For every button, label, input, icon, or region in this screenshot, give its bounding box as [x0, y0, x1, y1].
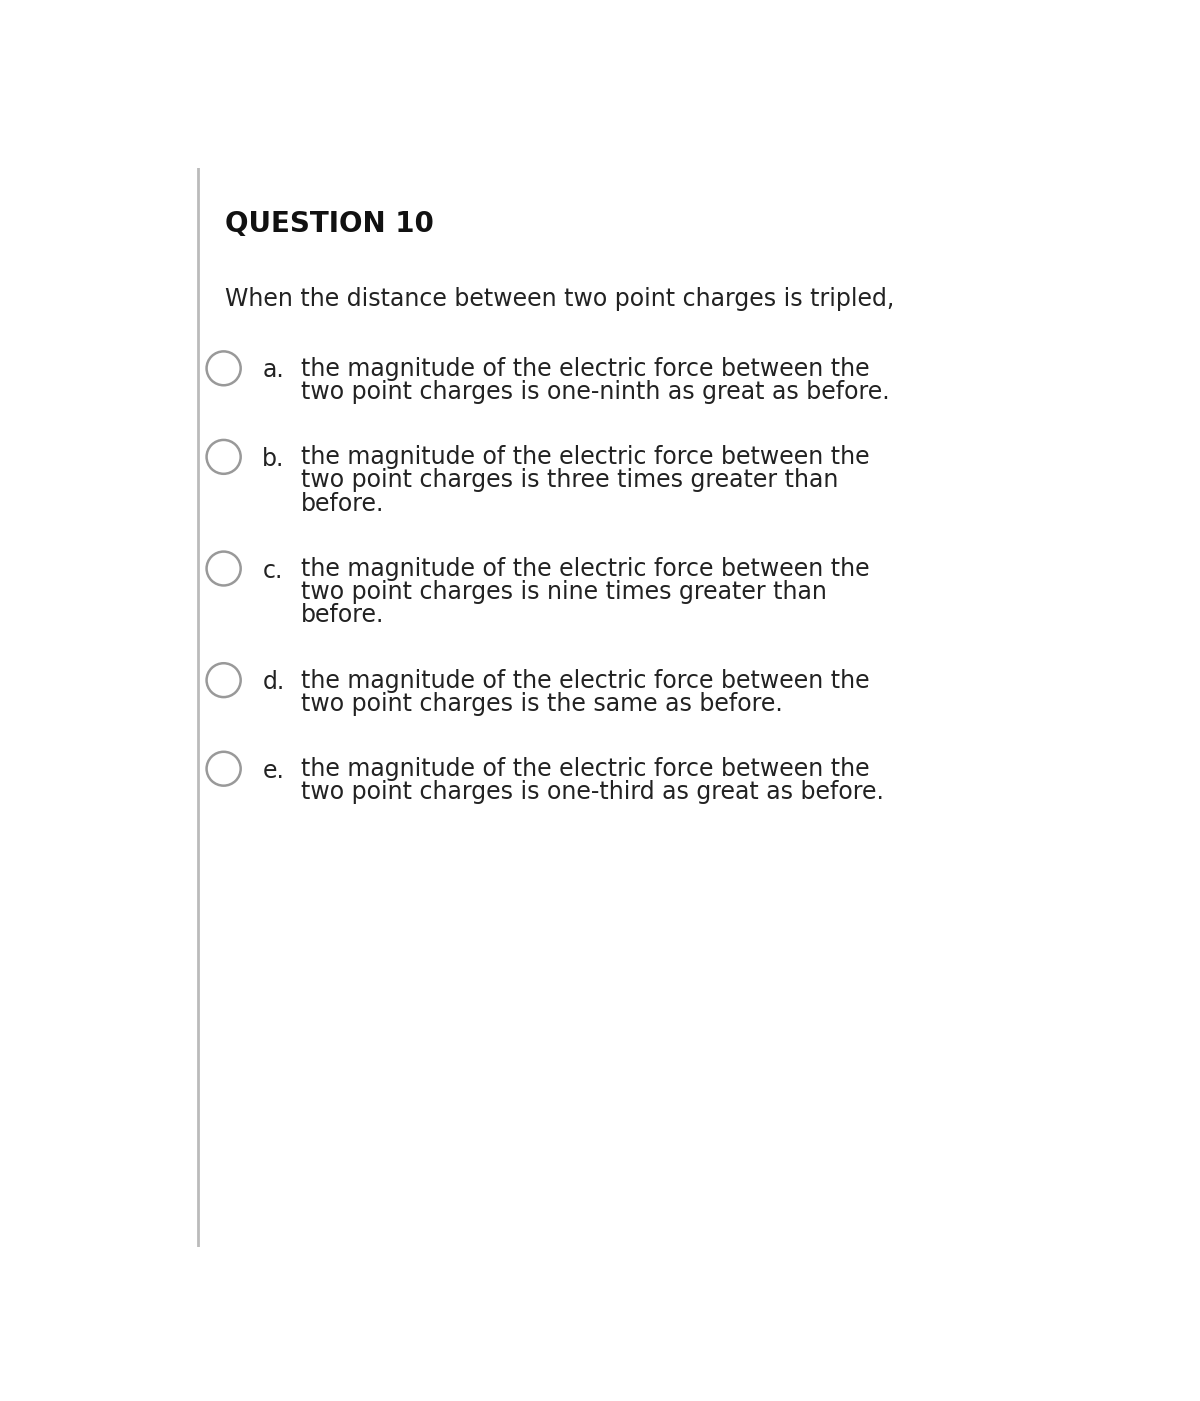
Text: two point charges is one-ninth as great as before.: two point charges is one-ninth as great … [301, 380, 889, 403]
Text: b.: b. [263, 447, 284, 471]
Text: QUESTION 10: QUESTION 10 [226, 210, 434, 238]
Text: two point charges is the same as before.: two point charges is the same as before. [301, 692, 782, 716]
Text: the magnitude of the electric force between the: the magnitude of the electric force betw… [301, 446, 870, 469]
Text: two point charges is three times greater than: two point charges is three times greater… [301, 468, 839, 492]
Text: c.: c. [263, 559, 283, 583]
Text: a.: a. [263, 359, 284, 382]
Text: two point charges is nine times greater than: two point charges is nine times greater … [301, 580, 827, 604]
Text: the magnitude of the electric force between the: the magnitude of the electric force betw… [301, 757, 870, 782]
Text: before.: before. [301, 492, 384, 516]
Text: before.: before. [301, 604, 384, 628]
Text: the magnitude of the electric force between the: the magnitude of the electric force betw… [301, 558, 870, 581]
Text: the magnitude of the electric force between the: the magnitude of the electric force betw… [301, 357, 870, 381]
Text: d.: d. [263, 670, 284, 693]
Text: two point charges is one-third as great as before.: two point charges is one-third as great … [301, 780, 884, 804]
Text: the magnitude of the electric force between the: the magnitude of the electric force betw… [301, 668, 870, 692]
Text: e.: e. [263, 759, 284, 783]
Text: When the distance between two point charges is tripled,: When the distance between two point char… [226, 287, 894, 311]
